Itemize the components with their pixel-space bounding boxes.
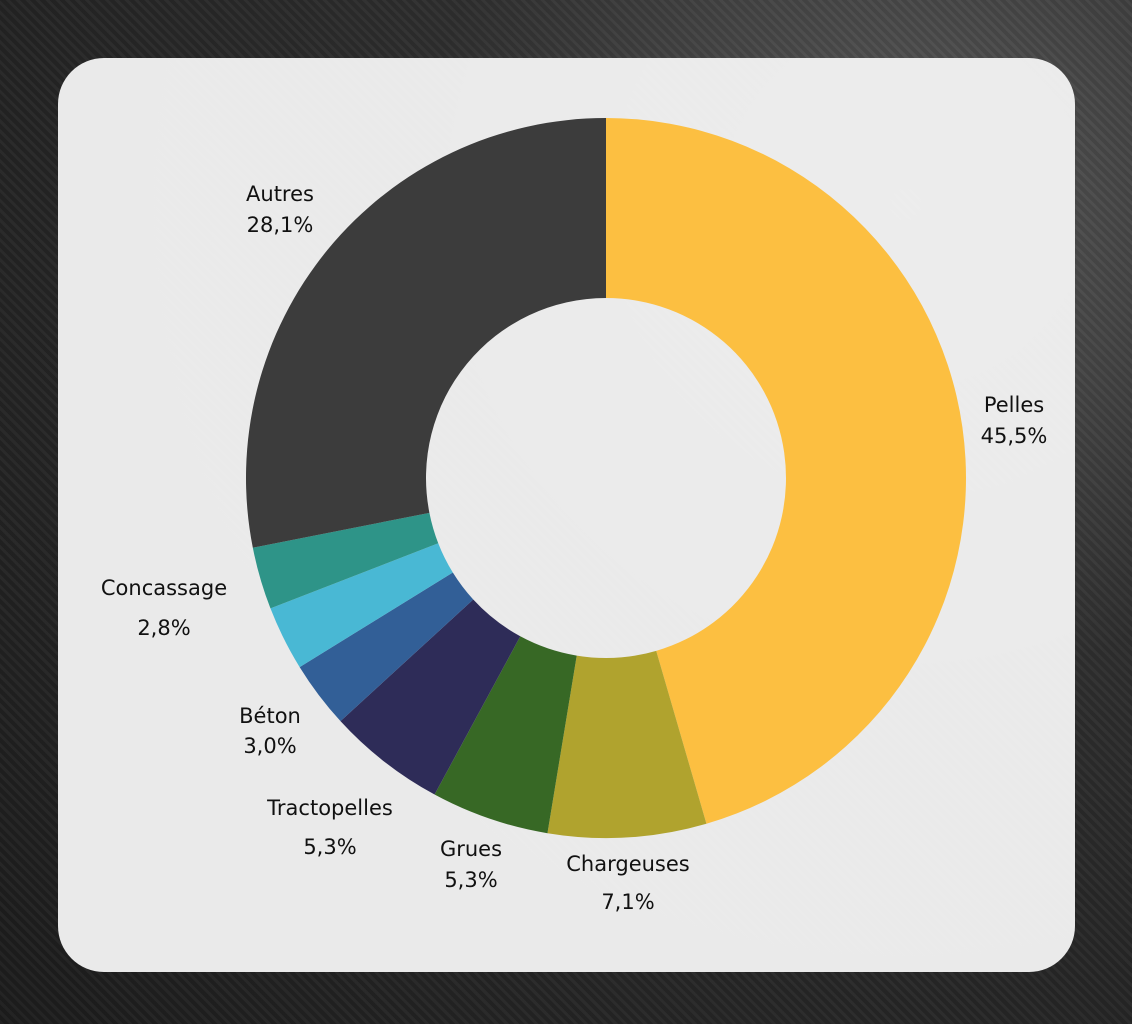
slice-chargeuses <box>547 650 707 838</box>
slice-name-label: Béton <box>239 704 301 728</box>
slice-value-label: 7,1% <box>601 890 654 914</box>
slice-grues <box>434 636 577 834</box>
slice-name-label: Pelles <box>984 393 1044 417</box>
slice-name-label: Tractopelles <box>266 796 393 820</box>
slice-value-label: 2,8% <box>137 616 190 640</box>
slice-name-label: Grues <box>440 837 502 861</box>
slice-béton <box>299 572 474 722</box>
slice-pelles <box>606 118 967 824</box>
slice-value-label: 45,5% <box>981 424 1048 448</box>
slice-value-label: 28,1% <box>247 213 314 237</box>
slice-unlabeled <box>270 543 453 668</box>
slice-value-label: 5,3% <box>444 868 497 892</box>
slice-value-label: 5,3% <box>303 835 356 859</box>
slice-value-label: 3,0% <box>243 734 296 758</box>
slice-name-label: Autres <box>246 182 314 206</box>
slice-name-label: Concassage <box>101 576 227 600</box>
slice-concassage <box>252 512 439 609</box>
slice-autres <box>245 118 606 548</box>
slice-name-label: Chargeuses <box>566 852 689 876</box>
slice-tractopelles <box>340 599 521 795</box>
